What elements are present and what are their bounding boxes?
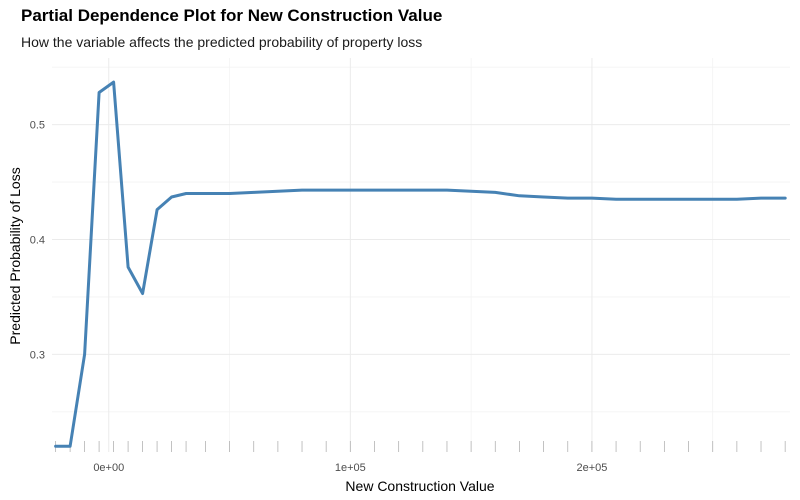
grid-major xyxy=(52,58,790,452)
x-axis-title: New Construction Value xyxy=(345,478,494,494)
x-tick-label: 0e+00 xyxy=(93,462,124,474)
line-layer xyxy=(54,80,787,448)
y-axis-title: Predicted Probability of Loss xyxy=(7,167,23,344)
y-tick-label: 0.3 xyxy=(30,349,45,361)
y-tick-labels: 0.3 0.4 0.5 xyxy=(30,120,45,362)
series-line-0 xyxy=(54,80,787,448)
x-tick-labels: 0e+00 1e+05 2e+05 xyxy=(93,462,607,474)
grid-minor xyxy=(52,58,790,452)
y-tick-label: 0.4 xyxy=(30,234,45,246)
chart-title: Partial Dependence Plot for New Construc… xyxy=(21,6,443,25)
y-tick-label: 0.5 xyxy=(30,120,45,132)
x-tick-label: 2e+05 xyxy=(576,462,607,474)
chart-subtitle: How the variable affects the predicted p… xyxy=(21,34,423,50)
x-tick-label: 1e+05 xyxy=(335,462,366,474)
rug-ticks xyxy=(55,441,786,452)
